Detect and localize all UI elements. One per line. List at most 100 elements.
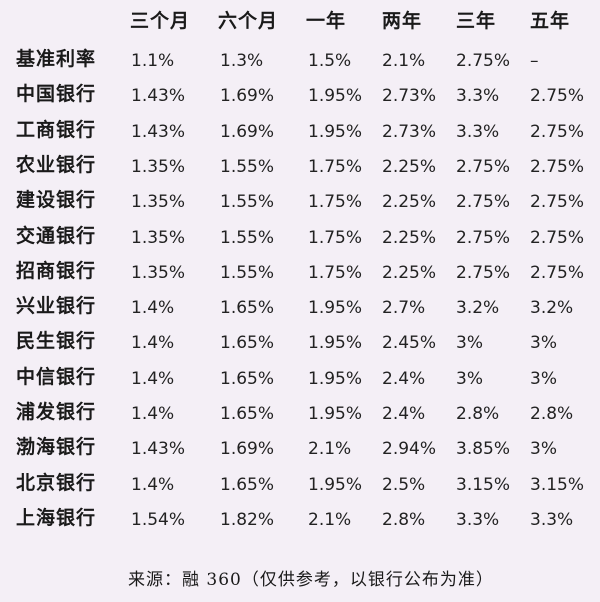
rate-cell: 1.75%: [308, 262, 363, 283]
rate-cell: 2.8%: [382, 509, 426, 530]
rate-cell: 2.75%: [530, 156, 585, 177]
rate-cell: 1.69%: [220, 121, 275, 142]
rate-cell: 1.55%: [220, 156, 275, 177]
column-header: 五年: [530, 10, 571, 32]
rate-cell: 2.25%: [382, 156, 437, 177]
table-row: 基准利率 1.1% 1.3% 1.5% 2.1% 2.75% –: [0, 44, 600, 79]
bank-name: 上海银行: [16, 506, 97, 529]
rate-cell: 3.85%: [456, 439, 511, 460]
rate-cell: 1.95%: [308, 404, 363, 424]
rate-cell: 2.73%: [382, 121, 437, 142]
rate-cell: 1.65%: [220, 333, 275, 354]
rate-cell: 1.1%: [131, 51, 175, 71]
table-row: 中信银行 1.4% 1.65% 1.95% 2.4% 3% 3%: [0, 362, 600, 397]
rate-cell: 1.65%: [220, 474, 275, 495]
table-row: 交通银行 1.35% 1.55% 1.75% 2.25% 2.75% 2.75%: [0, 221, 600, 256]
bank-name: 农业银行: [16, 153, 97, 176]
table-row: 北京银行 1.4% 1.65% 1.95% 2.5% 3.15% 3.15%: [0, 468, 600, 503]
rate-cell: 1.4%: [131, 368, 175, 389]
table-row: 浦发银行 1.4% 1.65% 1.95% 2.4% 2.8% 2.8%: [0, 397, 600, 432]
rate-cell: 3%: [530, 439, 557, 460]
rate-cell: 2.4%: [382, 368, 426, 389]
rate-cell: 3.3%: [530, 509, 574, 530]
rate-cell: 3.2%: [456, 298, 500, 319]
rate-cell: 1.55%: [220, 227, 275, 248]
rate-cell: 2.75%: [530, 262, 585, 283]
rate-cell: 1.54%: [131, 509, 186, 530]
rate-cell: 1.5%: [308, 51, 352, 71]
rate-cell: 2.45%: [382, 333, 437, 354]
table-row: 农业银行 1.35% 1.55% 1.75% 2.25% 2.75% 2.75%: [0, 150, 600, 185]
rate-cell: 3%: [530, 333, 557, 354]
rate-cell: 2.73%: [382, 86, 437, 107]
rate-cell: 2.8%: [456, 404, 500, 424]
rate-cell: 2.75%: [456, 262, 511, 283]
rate-cell: 2.1%: [308, 509, 352, 530]
rate-cell: 1.75%: [308, 227, 363, 248]
rate-cell: 1.95%: [308, 121, 363, 142]
rate-cell: 2.75%: [456, 156, 511, 177]
bank-name: 中国银行: [16, 83, 97, 106]
rate-cell: 1.3%: [220, 51, 264, 71]
rate-cell: 1.35%: [131, 262, 186, 283]
rate-cell: 2.8%: [530, 404, 574, 424]
rate-cell: 2.75%: [530, 86, 585, 107]
rate-cell: 1.65%: [220, 298, 275, 319]
table-row: 兴业银行 1.4% 1.65% 1.95% 2.7% 3.2% 3.2%: [0, 291, 600, 326]
rate-cell: 3.15%: [530, 474, 585, 495]
column-header: 一年: [306, 10, 347, 32]
column-header: 六个月: [218, 10, 279, 32]
rate-cell: 2.75%: [456, 192, 511, 213]
rate-cell: 2.7%: [382, 298, 426, 319]
rate-cell: 2.25%: [382, 227, 437, 248]
rate-cell: 1.65%: [220, 368, 275, 389]
rate-cell: 1.95%: [308, 86, 363, 107]
rate-cell: 3.2%: [530, 298, 574, 319]
table-row: 工商银行 1.43% 1.69% 1.95% 2.73% 3.3% 2.75%: [0, 115, 600, 150]
rate-cell: 1.95%: [308, 474, 363, 495]
bank-name: 兴业银行: [16, 295, 97, 318]
rate-cell: 1.35%: [131, 156, 186, 177]
rate-cell: 3%: [456, 368, 483, 389]
rate-cell: 1.95%: [308, 333, 363, 354]
rate-cell: 2.94%: [382, 439, 437, 460]
bank-name: 交通银行: [16, 224, 97, 247]
table-row: 建设银行 1.35% 1.55% 1.75% 2.25% 2.75% 2.75%: [0, 185, 600, 220]
rate-cell: 3%: [456, 333, 483, 354]
rate-cell: 1.75%: [308, 192, 363, 213]
rate-cell: 1.65%: [220, 404, 275, 424]
rate-cell: 2.1%: [308, 439, 352, 460]
rate-cell: 1.55%: [220, 262, 275, 283]
rate-cell: 1.35%: [131, 227, 186, 248]
table-row: 渤海银行 1.43% 1.69% 2.1% 2.94% 3.85% 3%: [0, 432, 600, 467]
table-row: 民生银行 1.4% 1.65% 1.95% 2.45% 3% 3%: [0, 326, 600, 361]
rate-cell: 1.95%: [308, 368, 363, 389]
bank-name: 招商银行: [16, 259, 97, 282]
bank-name: 工商银行: [16, 118, 97, 141]
rate-cell: 3%: [530, 368, 557, 389]
rate-cell: 1.82%: [220, 509, 275, 530]
rate-cell: 1.55%: [220, 192, 275, 213]
rate-cell: 2.5%: [382, 474, 426, 495]
bank-name: 民生银行: [16, 330, 97, 353]
rate-cell: 1.95%: [308, 298, 363, 319]
rate-cell: 3.3%: [456, 86, 500, 107]
rate-cell: 2.1%: [382, 51, 426, 71]
rate-cell: 2.75%: [530, 192, 585, 213]
table-row: 中国银行 1.43% 1.69% 1.95% 2.73% 3.3% 2.75%: [0, 79, 600, 114]
source-note: 来源：融 360（仅供参考，以银行公布为准）: [128, 570, 494, 590]
rate-cell: 3.3%: [456, 509, 500, 530]
bank-name: 建设银行: [16, 189, 97, 212]
rate-cell: 1.75%: [308, 156, 363, 177]
rate-cell: 3.15%: [456, 474, 511, 495]
column-header: 三个月: [130, 10, 191, 32]
bank-name: 浦发银行: [16, 401, 97, 423]
rate-cell: 1.4%: [131, 333, 175, 354]
bank-name: 渤海银行: [16, 436, 97, 459]
bank-name: 中信银行: [16, 365, 97, 388]
rate-cell: –: [530, 51, 539, 71]
rate-cell: 1.69%: [220, 86, 275, 107]
rate-cell: 1.43%: [131, 86, 186, 107]
column-header: 两年: [382, 10, 423, 32]
bank-name: 北京银行: [16, 471, 97, 494]
